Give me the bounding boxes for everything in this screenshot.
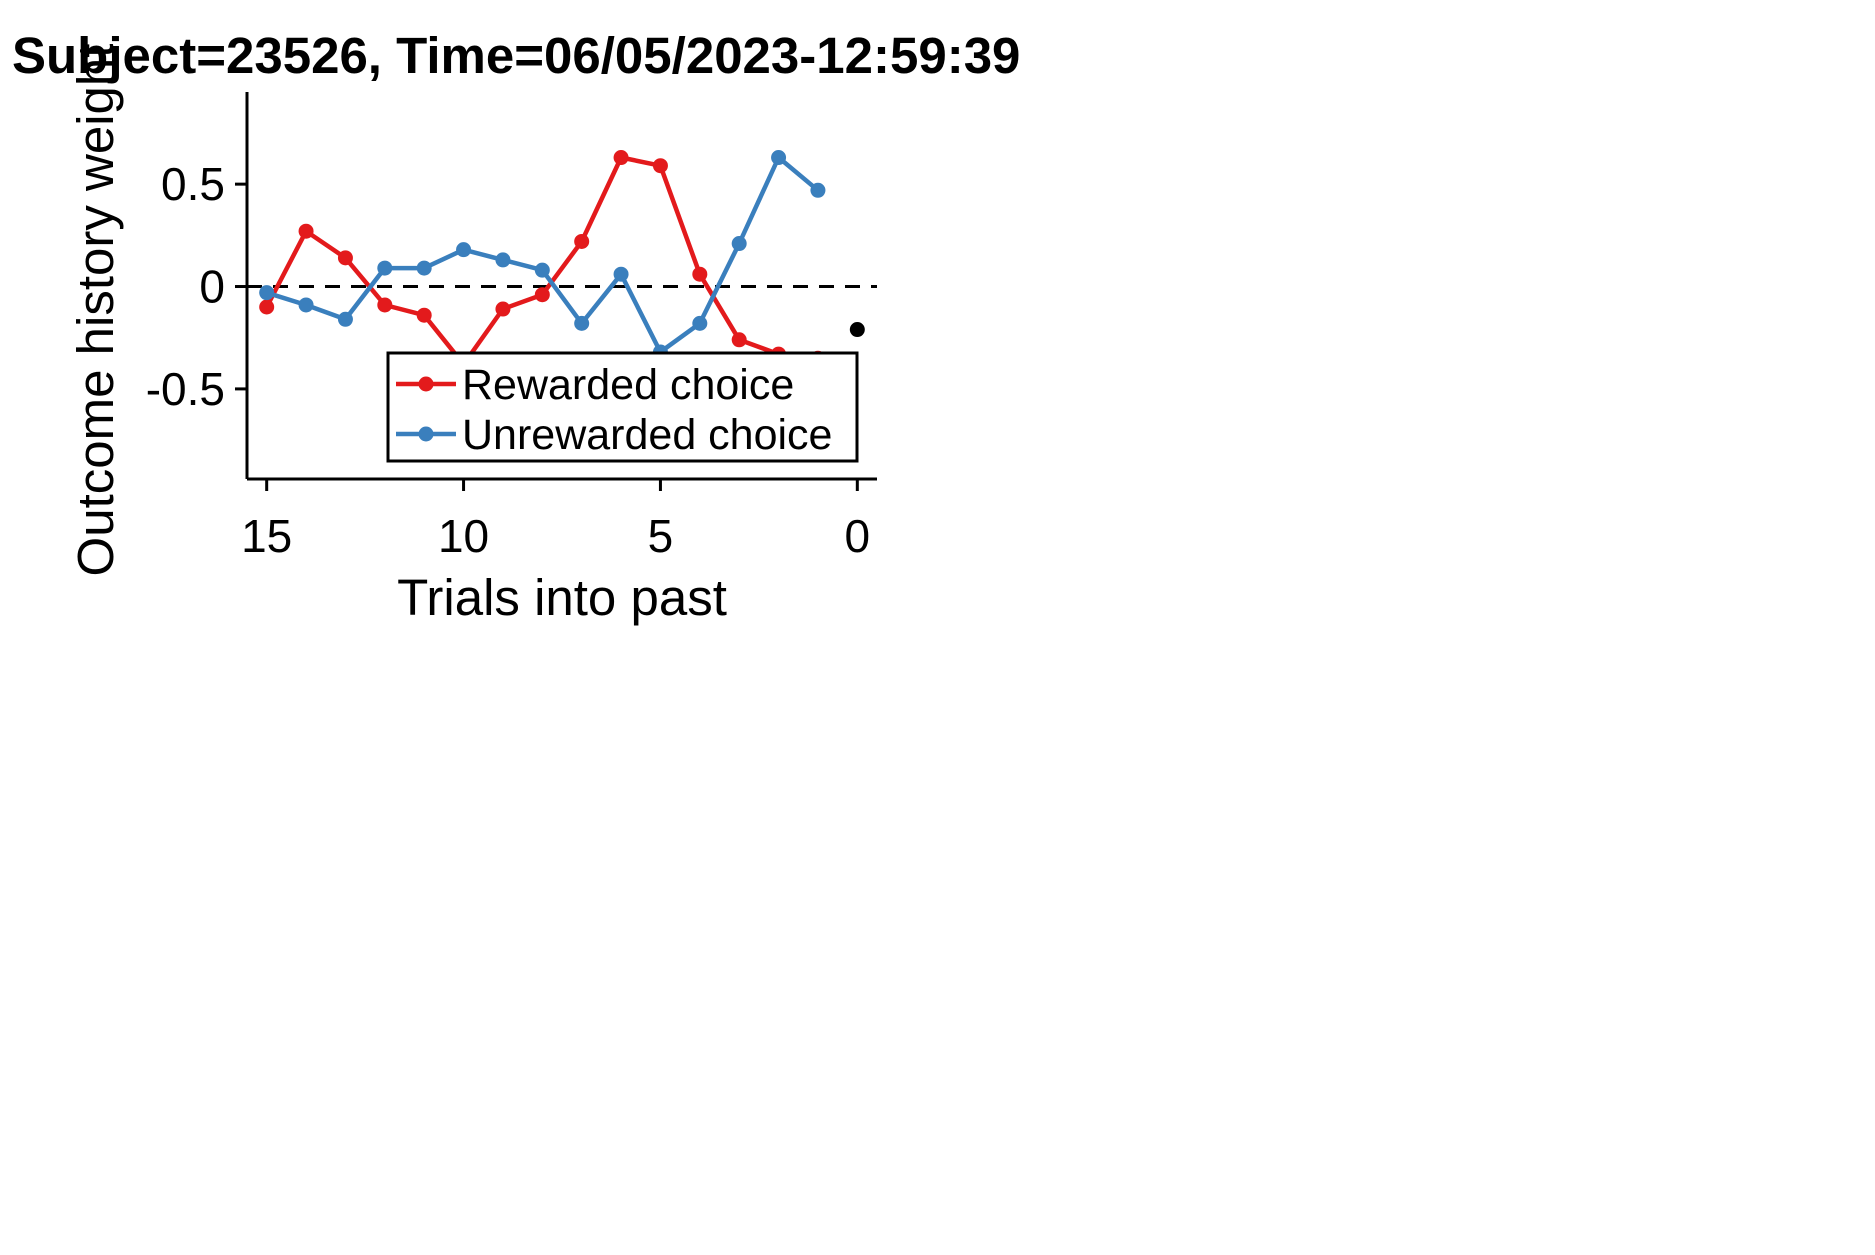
- series-1-point: [692, 266, 708, 282]
- x-tick-label: 5: [648, 510, 674, 562]
- series-2-point: [771, 150, 787, 166]
- legend-label: Rewarded choice: [462, 361, 794, 409]
- series-1-point: [534, 287, 550, 303]
- series-1-point: [377, 297, 393, 313]
- series-2-point: [416, 260, 432, 276]
- extra-data-point: [849, 322, 865, 338]
- x-tick-label: 15: [241, 510, 292, 562]
- series-2-point: [298, 297, 314, 313]
- legend-label: Unrewarded choice: [462, 411, 832, 459]
- series-2-point: [731, 236, 747, 252]
- series-2-point: [456, 242, 472, 258]
- y-axis-label: Outcome history weight: [67, 44, 124, 577]
- chart-title: Subject=23526, Time=06/05/2023-12:59:39: [12, 27, 1020, 84]
- series-2-point: [613, 266, 629, 282]
- series-1-point: [652, 158, 668, 174]
- series-2-point: [810, 182, 826, 198]
- plot-area: 0.5 0 -0.5 15 10 5 0 Rewarded choiceUnrewarded …: [146, 92, 877, 562]
- series-1-point: [731, 332, 747, 348]
- x-tick-label: 10: [438, 510, 489, 562]
- series-2-point: [377, 260, 393, 276]
- series-1-point: [416, 307, 432, 323]
- y-tick-label: -0.5: [146, 363, 225, 415]
- series-1-point: [495, 301, 511, 317]
- x-axis-label: Trials into past: [397, 569, 727, 626]
- series-1-point: [574, 233, 590, 249]
- series-2-point: [259, 285, 275, 301]
- legend-swatch-marker: [418, 426, 434, 442]
- series-2-point: [337, 311, 353, 327]
- y-tick-label: 0.5: [161, 158, 225, 210]
- legend-box: [386, 351, 859, 463]
- series-2-point: [495, 252, 511, 268]
- legend-swatch-marker: [418, 376, 434, 392]
- series-1-point: [613, 150, 629, 166]
- y-tick-label: 0: [199, 261, 225, 313]
- series-2-point: [574, 315, 590, 331]
- series-1-point: [337, 250, 353, 266]
- series-2-point: [692, 315, 708, 331]
- x-tick-label: 0: [845, 510, 871, 562]
- series-1-point: [259, 299, 275, 315]
- series-1-point: [298, 223, 314, 239]
- series-2-point: [534, 262, 550, 278]
